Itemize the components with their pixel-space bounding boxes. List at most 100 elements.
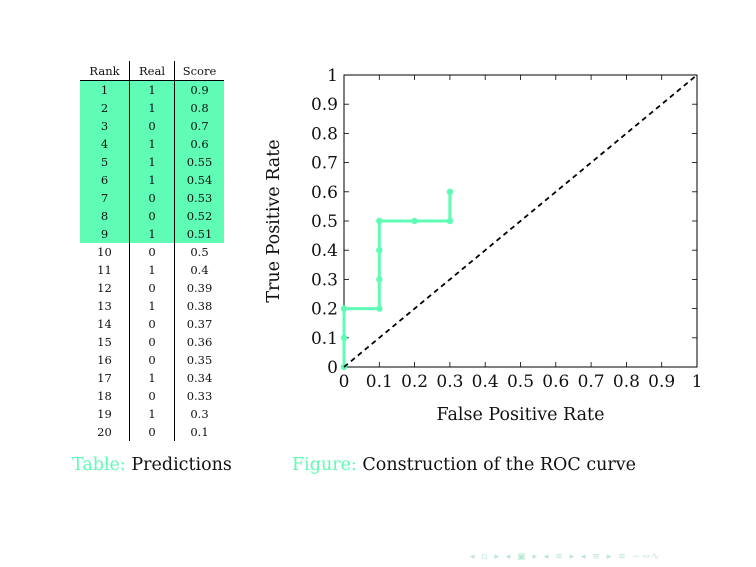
cell-rank: 3 <box>80 117 130 135</box>
cell-real: 0 <box>129 279 175 297</box>
cell-score: 0.5 <box>174 243 224 261</box>
table-caption-text: Predictions <box>131 455 232 475</box>
cell-score: 0.38 <box>174 297 224 315</box>
x-tick-label: 1 <box>692 372 703 392</box>
table-row: 6 1 0.54 <box>80 171 224 189</box>
cell-real: 0 <box>129 315 175 333</box>
cell-real: 0 <box>129 351 175 369</box>
x-tick-label: 0.9 <box>648 372 675 392</box>
cell-rank: 9 <box>80 225 130 243</box>
table-row: 20 0 0.1 <box>80 423 224 441</box>
x-tick-label: 0.7 <box>578 372 605 392</box>
cell-rank: 20 <box>97 425 112 439</box>
cell-score: 0.55 <box>174 153 224 171</box>
table-row: 3 0 0.7 <box>80 117 224 135</box>
table-row: 7 0 0.53 <box>80 189 224 207</box>
table-row: 19 1 0.3 <box>80 405 224 423</box>
cell-rank: 1 <box>80 80 130 99</box>
diagonal-reference-line <box>343 74 698 368</box>
y-tick-label: 0.2 <box>311 300 338 320</box>
x-tick-label: 0.1 <box>366 372 393 392</box>
table-row: 11 1 0.4 <box>80 261 224 279</box>
cell-score: 0.33 <box>174 387 224 405</box>
cell-rank: 12 <box>97 281 112 295</box>
table-row: 8 0 0.52 <box>80 207 224 225</box>
cell-score: 0.54 <box>174 171 224 189</box>
figure-caption-text: Construction of the ROC curve <box>362 455 637 475</box>
cell-score: 0.37 <box>174 315 224 333</box>
cell-rank: 10 <box>97 245 112 259</box>
table-row: 14 0 0.37 <box>80 315 224 333</box>
roc-point <box>411 217 418 225</box>
cell-rank: 5 <box>80 153 130 171</box>
slide-navigation[interactable]: ◂ ▫ ▸ ◂ ▣ ▸ ◂ ≡ ▸ ◂ ≡ ▸ ≡ ∽∾∿ <box>470 552 662 562</box>
cell-real: 0 <box>129 207 175 225</box>
table-row: 5 1 0.55 <box>80 153 224 171</box>
cell-real: 0 <box>129 117 175 135</box>
cell-score: 0.3 <box>174 405 224 423</box>
table-row: 13 1 0.38 <box>80 297 224 315</box>
cell-score: 0.34 <box>174 369 224 387</box>
cell-score: 0.7 <box>174 117 224 135</box>
cell-real: 1 <box>129 225 175 243</box>
y-tick-label: 0.7 <box>311 154 338 174</box>
header-rank: Rank <box>80 61 130 81</box>
cell-real: 0 <box>129 189 175 207</box>
cell-score: 0.8 <box>174 99 224 117</box>
cell-real: 0 <box>129 387 175 405</box>
cell-score: 0.36 <box>174 333 224 351</box>
figure-caption: Figure: Construction of the ROC curve <box>292 455 636 475</box>
table-header-row: Rank Real Score <box>80 61 224 81</box>
cell-real: 1 <box>129 153 175 171</box>
cell-score: 0.1 <box>174 423 224 441</box>
y-tick-label: 0.5 <box>311 212 338 232</box>
cell-rank: 11 <box>97 263 112 277</box>
cell-rank: 2 <box>80 99 130 117</box>
y-tick-label: 0.9 <box>311 95 338 115</box>
roc-point <box>376 305 383 312</box>
x-tick-label: 0 <box>339 372 350 392</box>
header-real: Real <box>129 61 175 81</box>
cell-score: 0.51 <box>174 225 224 243</box>
cell-rank: 14 <box>97 317 112 331</box>
table-row: 18 0 0.33 <box>80 387 224 405</box>
cell-score: 0.39 <box>174 279 224 297</box>
cell-score: 0.35 <box>174 351 224 369</box>
cell-rank: 13 <box>97 299 112 313</box>
cell-rank: 18 <box>97 389 112 403</box>
x-tick-label: 0.6 <box>542 372 569 392</box>
y-tick-label: 0.6 <box>311 183 338 203</box>
x-tick-label: 0.8 <box>613 372 640 392</box>
table-row: 17 1 0.34 <box>80 369 224 387</box>
cell-real: 1 <box>129 405 175 423</box>
x-tick-label: 0.2 <box>401 372 428 392</box>
roc-point <box>376 247 383 254</box>
cell-score: 0.53 <box>174 189 224 207</box>
table-caption: Table: Predictions <box>72 455 232 475</box>
roc-point <box>446 217 454 225</box>
predictions-table: Rank Real Score 1 1 0.9 2 1 0.8 3 0 0.7 4 1 0.6 5 1 0.… <box>80 61 224 441</box>
header-score: Score <box>174 61 224 81</box>
cell-real: 1 <box>129 261 175 279</box>
cell-real: 1 <box>129 171 175 189</box>
cell-rank: 17 <box>97 371 112 385</box>
cell-rank: 8 <box>80 207 130 225</box>
cell-rank: 15 <box>97 335 112 349</box>
x-axis-label: False Positive Rate <box>437 405 605 425</box>
x-tick-label: 0.4 <box>472 372 499 392</box>
roc-point <box>376 276 383 283</box>
cell-real: 1 <box>129 99 175 117</box>
roc-point <box>340 305 348 312</box>
table-row: 1 1 0.9 <box>80 80 224 99</box>
table-row: 2 1 0.8 <box>80 99 224 117</box>
table-row: 9 1 0.51 <box>80 225 224 243</box>
y-tick-label: 0.1 <box>311 329 338 349</box>
cell-rank: 7 <box>80 189 130 207</box>
roc-point <box>340 334 348 341</box>
roc-point <box>376 217 383 225</box>
table-row: 16 0 0.35 <box>80 351 224 369</box>
table-row: 4 1 0.6 <box>80 135 224 153</box>
y-axis-label: True Positive Rate <box>264 139 284 302</box>
cell-score: 0.52 <box>174 207 224 225</box>
